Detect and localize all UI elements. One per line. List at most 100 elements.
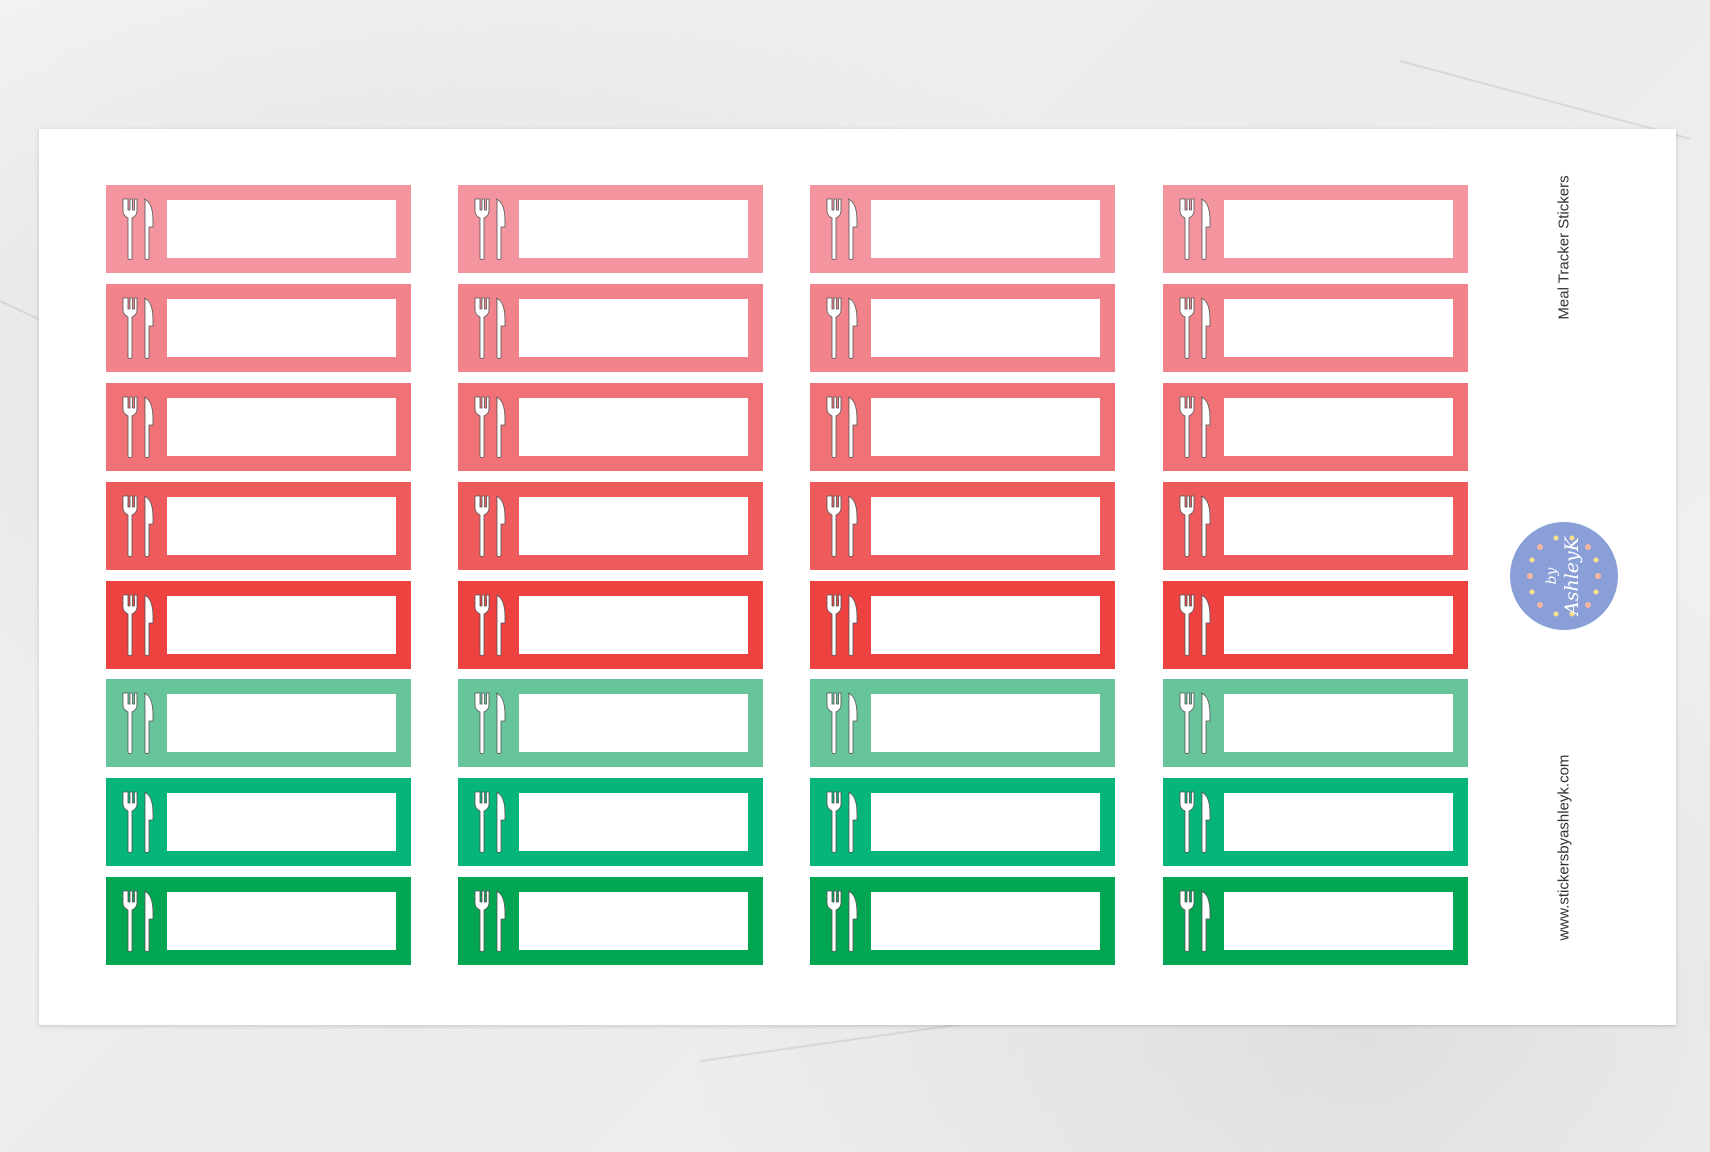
sticker-write-area — [167, 694, 396, 752]
meal-sticker — [458, 383, 763, 471]
meal-sticker — [1163, 778, 1468, 866]
fork-knife-icon — [826, 890, 858, 952]
meal-sticker — [106, 185, 411, 273]
fork-knife-icon — [826, 791, 858, 853]
meal-sticker — [1163, 679, 1468, 767]
meal-sticker — [458, 284, 763, 372]
fork-knife-icon — [1179, 396, 1211, 458]
fork-knife-icon — [1179, 198, 1211, 260]
fork-knife-icon — [1179, 495, 1211, 557]
meal-sticker — [1163, 383, 1468, 471]
fork-knife-icon — [826, 198, 858, 260]
meal-sticker — [1163, 877, 1468, 965]
sticker-write-area — [167, 398, 396, 456]
fork-knife-icon — [122, 692, 154, 754]
meal-sticker — [106, 482, 411, 570]
meal-sticker — [106, 778, 411, 866]
sticker-write-area — [519, 200, 748, 258]
meal-sticker — [106, 877, 411, 965]
fork-knife-icon — [474, 791, 506, 853]
meal-sticker — [810, 877, 1115, 965]
fork-knife-icon — [474, 396, 506, 458]
sticker-write-area — [167, 596, 396, 654]
meal-sticker — [106, 581, 411, 669]
meal-sticker — [458, 679, 763, 767]
fork-knife-icon — [122, 890, 154, 952]
sticker-write-area — [167, 793, 396, 851]
website-url: www.stickersbyashleyk.com — [1555, 754, 1573, 941]
sticker-write-area — [1224, 398, 1453, 456]
fork-knife-icon — [122, 198, 154, 260]
sticker-write-area — [519, 299, 748, 357]
sticker-write-area — [1224, 200, 1453, 258]
sticker-write-area — [1224, 596, 1453, 654]
sticker-write-area — [871, 694, 1100, 752]
fork-knife-icon — [826, 594, 858, 656]
sticker-write-area — [1224, 793, 1453, 851]
meal-sticker — [458, 185, 763, 273]
svg-text:by: by — [1544, 566, 1560, 584]
sticker-write-area — [1224, 497, 1453, 555]
fork-knife-icon — [826, 495, 858, 557]
meal-sticker — [106, 679, 411, 767]
sticker-write-area — [167, 892, 396, 950]
meal-sticker — [458, 778, 763, 866]
meal-sticker — [458, 581, 763, 669]
fork-knife-icon — [474, 495, 506, 557]
meal-sticker — [810, 383, 1115, 471]
sticker-write-area — [1224, 892, 1453, 950]
meal-sticker — [810, 185, 1115, 273]
fork-knife-icon — [474, 198, 506, 260]
sticker-write-area — [519, 497, 748, 555]
sticker-write-area — [519, 398, 748, 456]
fork-knife-icon — [474, 890, 506, 952]
fork-knife-icon — [826, 297, 858, 359]
fork-knife-icon — [1179, 692, 1211, 754]
fork-knife-icon — [1179, 791, 1211, 853]
meal-sticker — [1163, 581, 1468, 669]
fork-knife-icon — [1179, 297, 1211, 359]
fork-knife-icon — [122, 594, 154, 656]
sticker-write-area — [871, 497, 1100, 555]
fork-knife-icon — [122, 495, 154, 557]
fork-knife-icon — [826, 692, 858, 754]
sheet-title: Meal Tracker Stickers — [1555, 175, 1573, 320]
fork-knife-icon — [122, 396, 154, 458]
meal-sticker — [106, 383, 411, 471]
meal-sticker — [458, 482, 763, 570]
fork-knife-icon — [474, 297, 506, 359]
fork-knife-icon — [1179, 594, 1211, 656]
meal-sticker — [810, 581, 1115, 669]
sticker-write-area — [871, 398, 1100, 456]
logo-badge-icon: by AshleyK — [1527, 535, 1601, 617]
sticker-write-area — [167, 299, 396, 357]
marble-vein — [1399, 60, 1691, 140]
meal-sticker — [458, 877, 763, 965]
meal-sticker — [1163, 185, 1468, 273]
meal-sticker — [1163, 284, 1468, 372]
sticker-write-area — [1224, 694, 1453, 752]
sticker-write-area — [871, 299, 1100, 357]
sticker-write-area — [871, 596, 1100, 654]
meal-sticker — [1163, 482, 1468, 570]
fork-knife-icon — [122, 791, 154, 853]
fork-knife-icon — [474, 594, 506, 656]
meal-sticker — [810, 679, 1115, 767]
sticker-write-area — [871, 793, 1100, 851]
sticker-write-area — [871, 200, 1100, 258]
fork-knife-icon — [474, 692, 506, 754]
svg-text:AshleyK: AshleyK — [1561, 535, 1583, 617]
brand-logo: by AshleyK — [1510, 522, 1618, 630]
meal-sticker — [810, 482, 1115, 570]
meal-sticker — [810, 778, 1115, 866]
fork-knife-icon — [122, 297, 154, 359]
sticker-write-area — [1224, 299, 1453, 357]
meal-sticker — [106, 284, 411, 372]
sticker-write-area — [519, 892, 748, 950]
sticker-write-area — [167, 200, 396, 258]
sticker-write-area — [871, 892, 1100, 950]
sticker-write-area — [519, 793, 748, 851]
sticker-sheet: Meal Tracker Stickers by AshleyK www.sti… — [39, 129, 1676, 1025]
fork-knife-icon — [826, 396, 858, 458]
sticker-write-area — [519, 596, 748, 654]
